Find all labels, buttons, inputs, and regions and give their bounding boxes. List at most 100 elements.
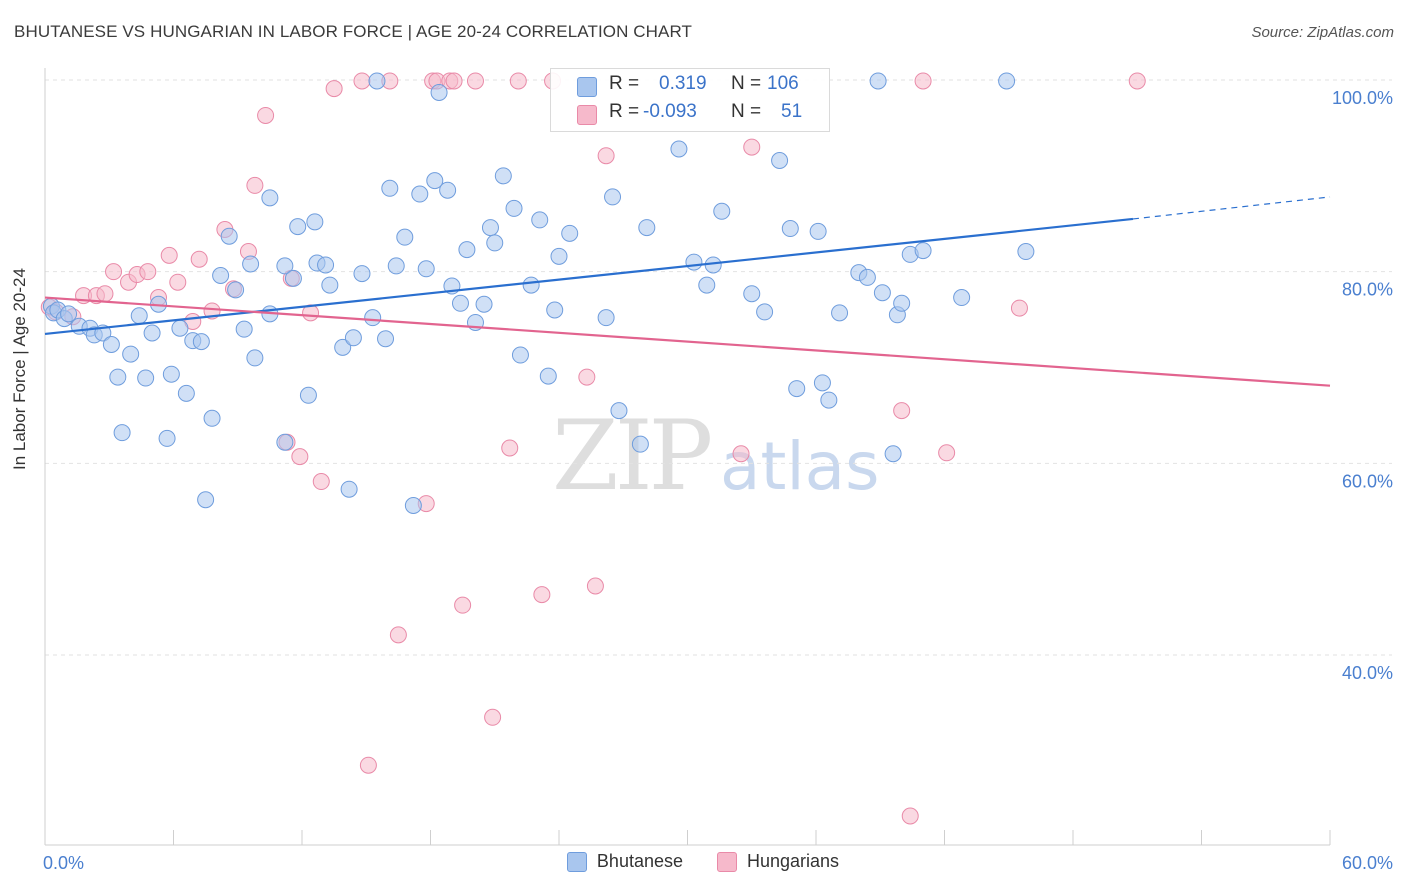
stats-row-bhutanese: R = 0.319 N = 106 [551,73,829,101]
y-tick-label: 40.0% [1342,663,1393,683]
hungarians-point [938,444,956,462]
bhutanese-point [130,307,148,325]
bhutanese-point [561,224,579,242]
bhutanese-trend-extension [1132,196,1331,220]
bhutanese-trend-line [44,217,1134,336]
bhutanese-point [321,276,339,294]
bhutanese-point [550,247,568,265]
bhutanese-point [317,256,335,274]
bhutanese-point [698,276,716,294]
bhutanese-points [42,72,1035,514]
bhutanese-point [831,304,849,322]
stats-swatch-bhutanese [577,77,597,97]
legend-item-bhutanese[interactable]: Bhutanese [566,851,683,872]
bhutanese-point [143,324,161,342]
bhutanese-point [869,72,887,90]
stats-n-label: N = [731,73,762,94]
bhutanese-point [914,242,932,260]
legend-item-hungarians[interactable]: Hungarians [717,851,839,872]
bhutanese-point [113,424,131,442]
bhutanese-point [511,346,529,364]
bhutanese-point [873,284,891,302]
hungarians-point [501,439,519,457]
hungarians-point [743,138,761,156]
hungarians-point [732,445,750,463]
grid-lines [45,79,1392,656]
hungarians-point [353,72,371,90]
bhutanese-point [377,330,395,348]
axes [44,68,1331,846]
legend-label-hungarians: Hungarians [747,851,840,871]
source-label[interactable]: Source: ZipAtlas.com [1251,24,1394,41]
bhutanese-point [246,349,264,367]
chart-legend: Bhutanese Hungarians [0,851,1406,872]
stats-r-value-hungarians: -0.093 [643,101,697,122]
hungarians-point [1128,72,1146,90]
bhutanese-point [60,305,78,323]
stats-n-label: N = [731,101,762,122]
hungarians-point [246,176,264,194]
bhutanese-point [353,265,371,283]
bhutanese-point [670,140,688,158]
bhutanese-point [284,269,302,287]
bhutanese-point [813,374,831,392]
hungarians-point [454,596,472,614]
bhutanese-point [998,72,1016,90]
x-tick-label: 0.0% [43,853,84,873]
bhutanese-point [368,72,386,90]
bhutanese-point [276,433,294,451]
hungarians-point [509,72,527,90]
stats-r-value-bhutanese: 0.319 [659,73,707,94]
bhutanese-point [539,367,557,385]
bhutanese-point [396,228,414,246]
bhutanese-point [340,480,358,498]
stats-row-hungarians: R = -0.093 N = 51 [551,101,829,129]
bhutanese-point [546,301,564,319]
bhutanese-point [771,152,789,169]
bhutanese-point [494,167,512,185]
bhutanese-point [426,172,444,190]
bhutanese-point [417,260,435,278]
stats-r-label: R = [609,73,640,94]
bhutanese-point [638,219,656,237]
bhutanese-point [481,219,499,237]
bhutanese-point [197,491,215,509]
hungarians-point [169,273,187,291]
bhutanese-point [820,391,838,409]
y-tick-label: 60.0% [1342,471,1393,491]
y-tick-label: 100.0% [1332,88,1393,108]
bhutanese-point [610,402,628,420]
bhutanese-point [261,189,279,207]
bhutanese-point [276,257,294,275]
chart-title: BHUTANESE VS HUNGARIAN IN LABOR FORCE | … [14,22,693,41]
bhutanese-point [122,345,140,363]
hungarians-point [312,473,330,491]
stats-n-value-bhutanese: 106 [767,73,799,94]
bhutanese-point [306,213,324,231]
bhutanese-point [430,83,448,101]
y-tick-label: 80.0% [1342,280,1393,300]
correlation-stats-box: R = 0.319 N = 106 R = -0.093 N = 51 [550,68,830,132]
bhutanese-point [162,365,180,383]
hungarians-point [105,263,123,281]
bhutanese-point [404,497,422,514]
bhutanese-point [137,369,155,387]
bhutanese-point [227,281,245,299]
hungarians-point [578,368,596,386]
hungarians-point [484,708,502,726]
hungarians-point [466,72,484,90]
bhutanese-point [486,234,504,252]
hungarians-point [325,80,343,98]
hungarians-point [533,586,551,604]
bhutanese-point [387,257,405,275]
bhutanese-point [1017,243,1035,261]
bhutanese-point [505,199,523,217]
bhutanese-point [743,285,761,303]
legend-swatch-bhutanese [566,851,587,872]
bhutanese-point [522,276,540,294]
hungarians-point [389,626,407,644]
watermark-zip: ZIP [552,400,713,512]
bhutanese-point [439,181,457,199]
hungarians-point [160,246,178,264]
hungarians-point [190,250,208,268]
